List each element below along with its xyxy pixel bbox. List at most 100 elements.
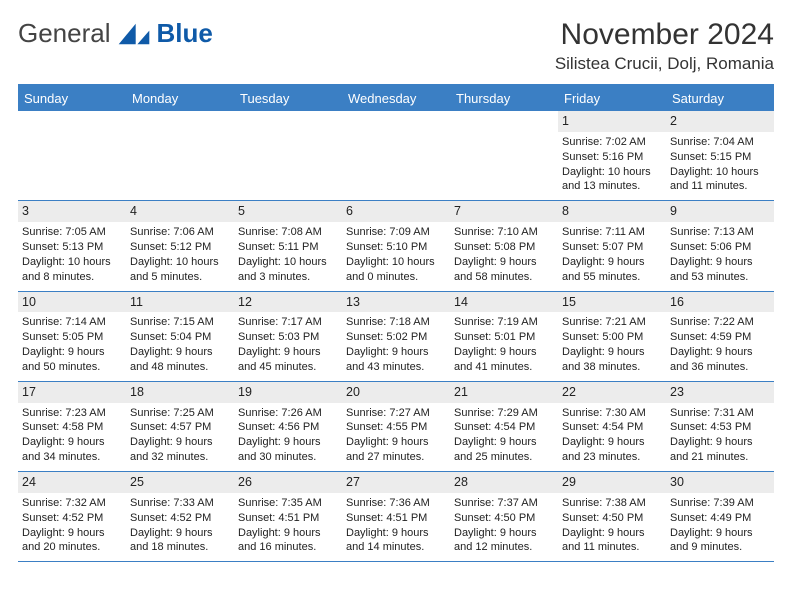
day-cell: 4 Sunrise: 7:06 AMSunset: 5:12 PMDaylight… <box>126 201 234 290</box>
daylight-line: Daylight: 9 hours and 53 minutes. <box>670 255 770 285</box>
sunset-line: Sunset: 5:01 PM <box>454 330 554 345</box>
sunset-line: Sunset: 5:05 PM <box>22 330 122 345</box>
day-number: 1 <box>558 111 666 132</box>
sunset-line: Sunset: 4:50 PM <box>562 511 662 526</box>
day-cell: 10Sunrise: 7:14 AMSunset: 5:05 PMDayligh… <box>18 292 126 381</box>
day-number: 20 <box>342 382 450 403</box>
sunrise-line: Sunrise: 7:06 AM <box>130 225 230 240</box>
sunrise-line: Sunrise: 7:33 AM <box>130 496 230 511</box>
location-line: Silistea Crucii, Dolj, Romania <box>555 54 774 74</box>
daylight-line: Daylight: 9 hours and 48 minutes. <box>130 345 230 375</box>
sunset-line: Sunset: 4:51 PM <box>238 511 338 526</box>
heading-block: November 2024 Silistea Crucii, Dolj, Rom… <box>555 18 774 74</box>
sunset-line: Sunset: 4:52 PM <box>130 511 230 526</box>
day-cell <box>450 111 558 200</box>
dow-label: Wednesday <box>342 86 450 111</box>
daylight-line: Daylight: 9 hours and 16 minutes. <box>238 526 338 556</box>
daylight-line: Daylight: 10 hours and 3 minutes. <box>238 255 338 285</box>
sunset-line: Sunset: 5:11 PM <box>238 240 338 255</box>
sunset-line: Sunset: 4:57 PM <box>130 420 230 435</box>
day-number: 29 <box>558 472 666 493</box>
day-cell: 6Sunrise: 7:09 AMSunset: 5:10 PMDaylight… <box>342 201 450 290</box>
dow-label: Friday <box>558 86 666 111</box>
day-cell: 11Sunrise: 7:15 AMSunset: 5:04 PMDayligh… <box>126 292 234 381</box>
day-cell: 2Sunrise: 7:04 AMSunset: 5:15 PMDaylight… <box>666 111 774 200</box>
sunrise-line: Sunrise: 7:30 AM <box>562 406 662 421</box>
daylight-line: Daylight: 10 hours and 11 minutes. <box>670 165 770 195</box>
brand-sail-icon <box>117 22 151 46</box>
day-number: 30 <box>666 472 774 493</box>
daylight-line: Daylight: 10 hours and 5 minutes. <box>130 255 230 285</box>
day-number: 18 <box>126 382 234 403</box>
day-cell: 18 Sunrise: 7:25 AMSunset: 4:57 PMDayligh… <box>126 382 234 471</box>
day-cell: 19Sunrise: 7:26 AMSunset: 4:56 PMDayligh… <box>234 382 342 471</box>
week-row: 17Sunrise: 7:23 AMSunset: 4:58 PMDayligh… <box>18 382 774 472</box>
day-cell: 20Sunrise: 7:27 AMSunset: 4:55 PMDayligh… <box>342 382 450 471</box>
daylight-line: Daylight: 9 hours and 23 minutes. <box>562 435 662 465</box>
calendar: SundayMondayTuesdayWednesdayThursdayFrid… <box>18 84 774 562</box>
day-cell: 8Sunrise: 7:11 AMSunset: 5:07 PMDaylight… <box>558 201 666 290</box>
sunset-line: Sunset: 5:07 PM <box>562 240 662 255</box>
sunrise-line: Sunrise: 7:25 AM <box>130 406 230 421</box>
daylight-line: Daylight: 9 hours and 21 minutes. <box>670 435 770 465</box>
day-number: 27 <box>342 472 450 493</box>
sunrise-line: Sunrise: 7:19 AM <box>454 315 554 330</box>
day-cell: 1Sunrise: 7:02 AMSunset: 5:16 PMDaylight… <box>558 111 666 200</box>
daylight-line: Daylight: 9 hours and 32 minutes. <box>130 435 230 465</box>
day-cell: 29 Sunrise: 7:38 AMSunset: 4:50 PMDayligh… <box>558 472 666 561</box>
sunrise-line: Sunrise: 7:13 AM <box>670 225 770 240</box>
day-cell: 22Sunrise: 7:30 AMSunset: 4:54 PMDayligh… <box>558 382 666 471</box>
day-cell: 12Sunrise: 7:17 AMSunset: 5:03 PMDayligh… <box>234 292 342 381</box>
dow-label: Monday <box>126 86 234 111</box>
sunrise-line: Sunrise: 7:38 AM <box>562 496 662 511</box>
daylight-line: Daylight: 9 hours and 30 minutes. <box>238 435 338 465</box>
sunset-line: Sunset: 5:12 PM <box>130 240 230 255</box>
daylight-line: Daylight: 9 hours and 36 minutes. <box>670 345 770 375</box>
day-cell: 30Sunrise: 7:39 AMSunset: 4:49 PMDayligh… <box>666 472 774 561</box>
sunset-line: Sunset: 4:58 PM <box>22 420 122 435</box>
sunset-line: Sunset: 4:50 PM <box>454 511 554 526</box>
sunrise-line: Sunrise: 7:14 AM <box>22 315 122 330</box>
day-number: 22 <box>558 382 666 403</box>
day-number: 25 <box>126 472 234 493</box>
daylight-line: Daylight: 9 hours and 11 minutes. <box>562 526 662 556</box>
sunrise-line: Sunrise: 7:31 AM <box>670 406 770 421</box>
day-number: 4 <box>126 201 234 222</box>
day-number: 23 <box>666 382 774 403</box>
day-cell: 26Sunrise: 7:35 AMSunset: 4:51 PMDayligh… <box>234 472 342 561</box>
brand-word-2: Blue <box>157 18 213 49</box>
day-cell: 9Sunrise: 7:13 AMSunset: 5:06 PMDaylight… <box>666 201 774 290</box>
daylight-line: Daylight: 9 hours and 58 minutes. <box>454 255 554 285</box>
day-cell <box>234 111 342 200</box>
daylight-line: Daylight: 9 hours and 55 minutes. <box>562 255 662 285</box>
day-of-week-header: SundayMondayTuesdayWednesdayThursdayFrid… <box>18 86 774 111</box>
daylight-line: Daylight: 9 hours and 43 minutes. <box>346 345 446 375</box>
sunrise-line: Sunrise: 7:17 AM <box>238 315 338 330</box>
sunrise-line: Sunrise: 7:21 AM <box>562 315 662 330</box>
day-number: 13 <box>342 292 450 313</box>
day-cell: 17Sunrise: 7:23 AMSunset: 4:58 PMDayligh… <box>18 382 126 471</box>
day-cell: 3Sunrise: 7:05 AMSunset: 5:13 PMDaylight… <box>18 201 126 290</box>
weeks-container: 1Sunrise: 7:02 AMSunset: 5:16 PMDaylight… <box>18 111 774 562</box>
week-row: 1Sunrise: 7:02 AMSunset: 5:16 PMDaylight… <box>18 111 774 201</box>
sunset-line: Sunset: 4:56 PM <box>238 420 338 435</box>
day-cell: 15Sunrise: 7:21 AMSunset: 5:00 PMDayligh… <box>558 292 666 381</box>
sunrise-line: Sunrise: 7:35 AM <box>238 496 338 511</box>
sunrise-line: Sunrise: 7:04 AM <box>670 135 770 150</box>
sunrise-line: Sunrise: 7:08 AM <box>238 225 338 240</box>
sunset-line: Sunset: 5:16 PM <box>562 150 662 165</box>
brand-logo: General Blue <box>18 18 213 49</box>
sunset-line: Sunset: 5:03 PM <box>238 330 338 345</box>
day-number: 2 <box>666 111 774 132</box>
sunset-line: Sunset: 4:54 PM <box>454 420 554 435</box>
month-title: November 2024 <box>555 18 774 52</box>
sunset-line: Sunset: 4:59 PM <box>670 330 770 345</box>
sunrise-line: Sunrise: 7:36 AM <box>346 496 446 511</box>
day-cell: 25Sunrise: 7:33 AMSunset: 4:52 PMDayligh… <box>126 472 234 561</box>
day-cell: 24Sunrise: 7:32 AMSunset: 4:52 PMDayligh… <box>18 472 126 561</box>
day-number: 14 <box>450 292 558 313</box>
day-number: 19 <box>234 382 342 403</box>
day-number: 3 <box>18 201 126 222</box>
daylight-line: Daylight: 9 hours and 34 minutes. <box>22 435 122 465</box>
daylight-line: Daylight: 9 hours and 12 minutes. <box>454 526 554 556</box>
